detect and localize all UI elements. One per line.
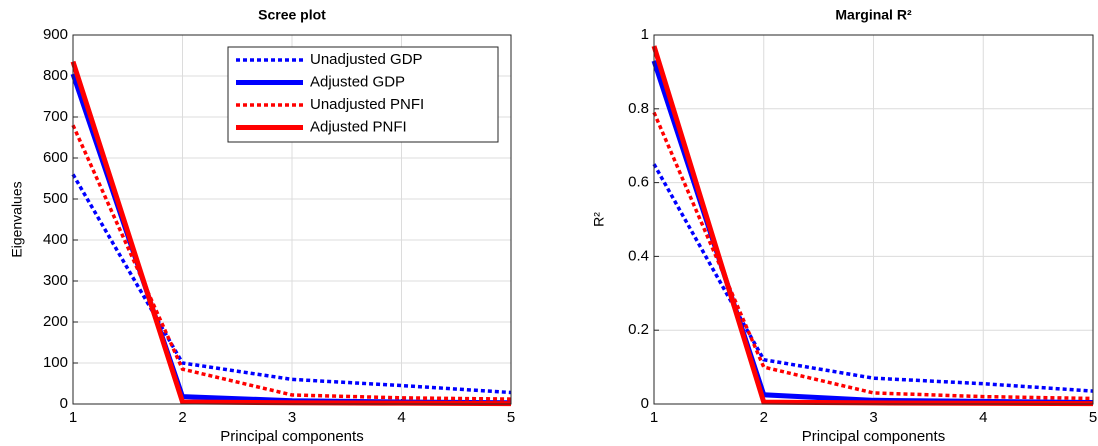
y-tick-label: 400 xyxy=(43,231,68,248)
y-tick-label: 900 xyxy=(43,26,68,43)
y-axis-label: R² xyxy=(591,212,607,227)
x-axis-label: Principal components xyxy=(802,428,945,445)
y-axis-label: Eigenvalues xyxy=(9,181,25,257)
y-tick-label: 800 xyxy=(43,67,68,84)
y-tick-label: 700 xyxy=(43,108,68,125)
data-line xyxy=(70,60,512,407)
chart-title: Marginal R² xyxy=(835,7,912,23)
x-tick-label: 5 xyxy=(1089,409,1097,426)
y-tick-label: 0.4 xyxy=(628,247,649,264)
x-tick-label: 1 xyxy=(650,409,658,426)
y-tick-label: 300 xyxy=(43,272,68,289)
x-tick-label: 2 xyxy=(760,409,768,426)
data-line xyxy=(651,45,1094,407)
chart-title: Scree plot xyxy=(258,7,326,23)
y-tick-label: 600 xyxy=(43,149,68,166)
y-tick-label: 0 xyxy=(641,395,649,412)
x-tick-label: 4 xyxy=(979,409,987,426)
x-tick-label: 5 xyxy=(507,409,515,426)
y-tick-label: 200 xyxy=(43,313,68,330)
y-tick-label: 0.2 xyxy=(628,321,649,338)
axes-box xyxy=(72,34,512,405)
y-tick-label: 100 xyxy=(43,354,68,371)
legend-label: Unadjusted GDP xyxy=(310,51,423,68)
y-tick-label: 1 xyxy=(641,26,649,43)
x-axis-label: Principal components xyxy=(220,428,363,445)
x-tick-label: 4 xyxy=(397,409,405,426)
x-tick-label: 1 xyxy=(69,409,77,426)
data-line xyxy=(652,163,1094,393)
axes-box xyxy=(653,34,1094,405)
y-tick-label: 0.8 xyxy=(628,100,649,117)
x-tick-label: 3 xyxy=(288,409,296,426)
legend-label: Unadjusted PNFI xyxy=(310,96,424,113)
y-tick-label: 0.6 xyxy=(628,174,649,191)
y-tick-label: 0 xyxy=(60,395,68,412)
legend-label: Adjusted PNFI xyxy=(310,118,407,135)
x-tick-label: 2 xyxy=(178,409,186,426)
y-tick-label: 500 xyxy=(43,190,68,207)
legend-label: Adjusted GDP xyxy=(310,73,405,90)
x-tick-label: 3 xyxy=(869,409,877,426)
